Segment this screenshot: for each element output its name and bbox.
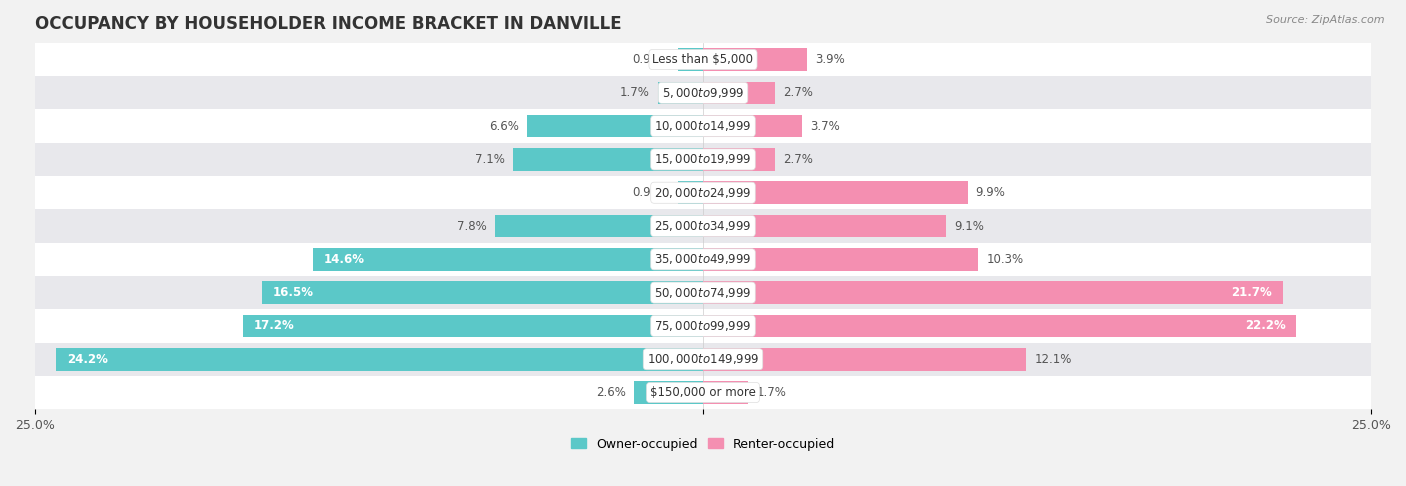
Text: 10.3%: 10.3% <box>986 253 1024 266</box>
Bar <box>658 82 703 104</box>
Bar <box>56 348 703 370</box>
Text: $35,000 to $49,999: $35,000 to $49,999 <box>654 252 752 266</box>
Text: 0.94%: 0.94% <box>633 186 669 199</box>
Bar <box>703 148 775 171</box>
Text: 9.1%: 9.1% <box>955 220 984 232</box>
Text: 3.7%: 3.7% <box>810 120 839 133</box>
Text: $15,000 to $19,999: $15,000 to $19,999 <box>654 153 752 166</box>
Text: Less than $5,000: Less than $5,000 <box>652 53 754 66</box>
Text: $20,000 to $24,999: $20,000 to $24,999 <box>654 186 752 200</box>
Bar <box>35 376 1371 409</box>
Bar <box>703 314 1296 337</box>
Bar <box>513 148 703 171</box>
Text: 14.6%: 14.6% <box>323 253 364 266</box>
Bar <box>495 215 703 237</box>
Text: 22.2%: 22.2% <box>1244 319 1285 332</box>
Bar <box>527 115 703 138</box>
Bar <box>35 309 1371 343</box>
Bar <box>703 215 946 237</box>
Bar <box>634 381 703 404</box>
Text: 17.2%: 17.2% <box>254 319 295 332</box>
Text: 7.1%: 7.1% <box>475 153 505 166</box>
Bar <box>35 343 1371 376</box>
Text: 7.8%: 7.8% <box>457 220 486 232</box>
Bar <box>703 381 748 404</box>
Bar <box>703 48 807 71</box>
Bar <box>35 43 1371 76</box>
Text: 2.7%: 2.7% <box>783 87 813 99</box>
Bar <box>35 109 1371 143</box>
Text: $50,000 to $74,999: $50,000 to $74,999 <box>654 286 752 300</box>
Bar <box>35 143 1371 176</box>
Bar <box>35 76 1371 109</box>
Text: 2.7%: 2.7% <box>783 153 813 166</box>
Text: 1.7%: 1.7% <box>756 386 786 399</box>
Text: 1.7%: 1.7% <box>620 87 650 99</box>
Bar <box>314 248 703 271</box>
Text: 2.6%: 2.6% <box>596 386 626 399</box>
Bar <box>35 243 1371 276</box>
Text: $10,000 to $14,999: $10,000 to $14,999 <box>654 119 752 133</box>
Text: 24.2%: 24.2% <box>67 353 108 366</box>
Text: OCCUPANCY BY HOUSEHOLDER INCOME BRACKET IN DANVILLE: OCCUPANCY BY HOUSEHOLDER INCOME BRACKET … <box>35 15 621 33</box>
Bar <box>35 276 1371 309</box>
Bar <box>35 209 1371 243</box>
Text: $150,000 or more: $150,000 or more <box>650 386 756 399</box>
Bar <box>703 181 967 204</box>
Text: $25,000 to $34,999: $25,000 to $34,999 <box>654 219 752 233</box>
Bar <box>262 281 703 304</box>
Text: 3.9%: 3.9% <box>815 53 845 66</box>
Bar <box>35 176 1371 209</box>
Text: $5,000 to $9,999: $5,000 to $9,999 <box>662 86 744 100</box>
Text: 12.1%: 12.1% <box>1035 353 1071 366</box>
Text: $100,000 to $149,999: $100,000 to $149,999 <box>647 352 759 366</box>
Text: $75,000 to $99,999: $75,000 to $99,999 <box>654 319 752 333</box>
Bar <box>703 348 1026 370</box>
Text: Source: ZipAtlas.com: Source: ZipAtlas.com <box>1267 15 1385 25</box>
Bar <box>703 281 1282 304</box>
Legend: Owner-occupied, Renter-occupied: Owner-occupied, Renter-occupied <box>571 437 835 451</box>
Text: 6.6%: 6.6% <box>489 120 519 133</box>
Bar <box>703 248 979 271</box>
Text: 9.9%: 9.9% <box>976 186 1005 199</box>
Bar <box>703 115 801 138</box>
Bar <box>243 314 703 337</box>
Bar <box>678 48 703 71</box>
Bar <box>703 82 775 104</box>
Text: 0.94%: 0.94% <box>633 53 669 66</box>
Text: 21.7%: 21.7% <box>1232 286 1272 299</box>
Bar <box>678 181 703 204</box>
Text: 16.5%: 16.5% <box>273 286 314 299</box>
